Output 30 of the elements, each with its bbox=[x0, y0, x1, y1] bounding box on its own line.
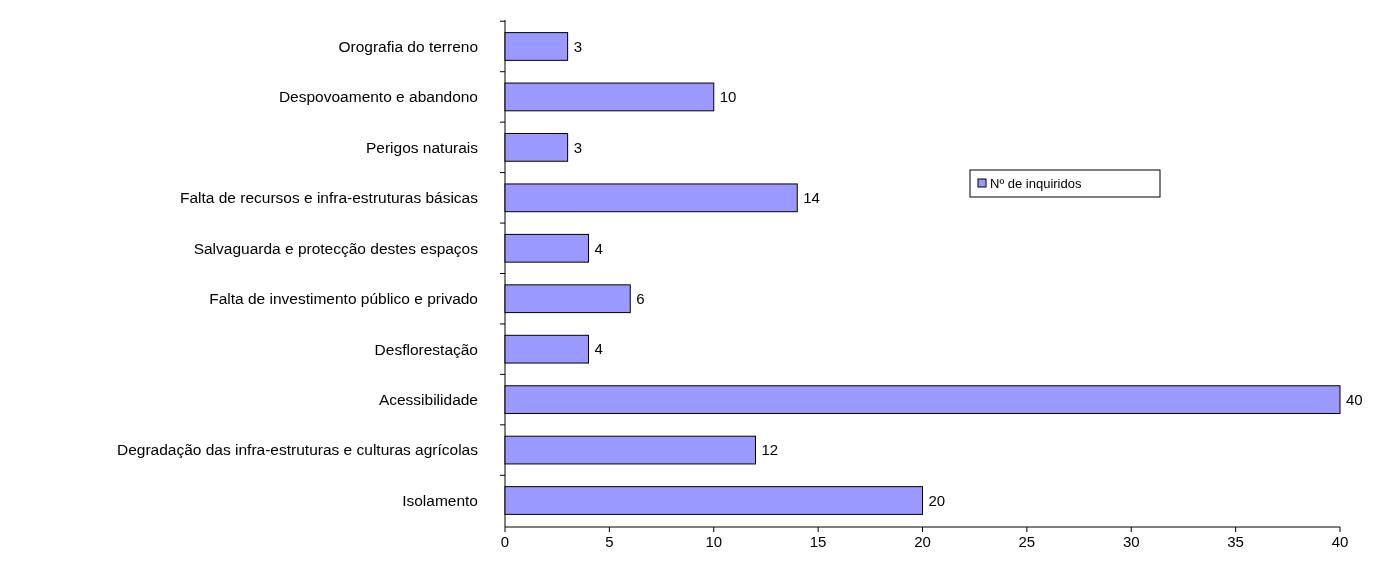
x-tick-label: 10 bbox=[705, 533, 723, 550]
y-tick-label: Perigos naturais bbox=[365, 138, 479, 156]
y-tick-label: Desflorestação bbox=[374, 340, 478, 358]
y-tick-label: Despovoamento e abandono bbox=[278, 88, 478, 106]
x-tick-label: 20 bbox=[914, 533, 931, 550]
y-tick-label: Salvaguarda e protecção destes espaços bbox=[193, 239, 479, 257]
data-label: 6 bbox=[636, 289, 645, 307]
x-tick-label: 25 bbox=[1018, 533, 1036, 550]
y-tick-label: Degradação das infra-estruturas e culturas agrícolas bbox=[117, 441, 479, 459]
y-tick-label: Orografia do terreno bbox=[338, 37, 478, 55]
x-tick-label: 0 bbox=[500, 533, 510, 550]
y-tick-label: Falta de recursos e infra-estruturas básicas bbox=[179, 189, 479, 207]
x-tick-label: 35 bbox=[1227, 533, 1244, 550]
x-tick-label: 40 bbox=[1331, 533, 1349, 550]
y-tick-label: Falta de investimento público e privado bbox=[209, 290, 478, 308]
data-label: 4 bbox=[594, 239, 603, 257]
x-tick-label: 15 bbox=[809, 533, 827, 550]
data-label: 14 bbox=[803, 189, 820, 207]
y-tick-label: Isolamento bbox=[402, 491, 478, 509]
x-tick-label: 5 bbox=[605, 533, 614, 550]
data-label: 4 bbox=[594, 340, 603, 358]
data-label: 3 bbox=[573, 138, 582, 156]
data-label: 20 bbox=[928, 491, 946, 509]
data-label: 40 bbox=[1346, 390, 1363, 408]
data-label: 12 bbox=[761, 441, 779, 459]
data-label: 3 bbox=[573, 37, 582, 55]
y-tick-label: Acessibilidade bbox=[378, 391, 478, 409]
data-label: 10 bbox=[719, 88, 737, 106]
x-tick-label: 30 bbox=[1122, 533, 1140, 550]
legend-label: Nº de inquiridos bbox=[990, 175, 1082, 191]
